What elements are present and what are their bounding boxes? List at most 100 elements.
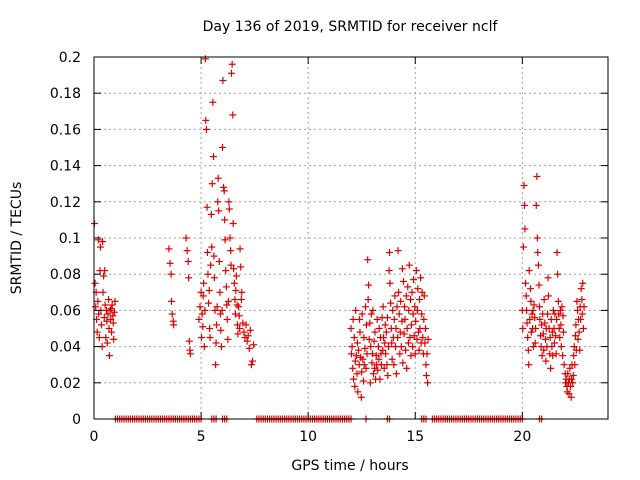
data-point: [370, 337, 378, 345]
data-point: [418, 288, 426, 296]
data-point: [384, 372, 392, 380]
data-point: [246, 326, 254, 334]
data-point: [532, 325, 540, 332]
data-point: [398, 265, 406, 273]
data-point: [208, 180, 216, 188]
data-point: [560, 361, 568, 369]
data-point: [220, 183, 228, 191]
data-point: [569, 372, 577, 380]
data-point: [387, 299, 395, 307]
data-point: [221, 236, 229, 244]
data-point: [222, 267, 230, 275]
y-tick-label: 0: [72, 412, 81, 428]
data-point: [217, 326, 225, 334]
data-point: [553, 248, 561, 256]
data-point: [374, 366, 382, 374]
data-point: [404, 339, 412, 347]
data-point: [538, 321, 546, 329]
data-point: [573, 297, 581, 305]
data-point: [421, 339, 429, 347]
data-point: [186, 350, 194, 358]
data-point: [222, 283, 230, 291]
data-point: [107, 315, 115, 323]
data-point: [400, 330, 408, 338]
data-point: [374, 343, 382, 351]
data-point: [357, 393, 365, 401]
data-point: [397, 297, 405, 305]
data-point: [524, 334, 532, 342]
data-point: [403, 364, 411, 372]
data-point: [544, 292, 552, 300]
data-point: [196, 303, 204, 311]
data-point: [244, 332, 252, 340]
data-point: [199, 292, 207, 300]
data-point: [557, 343, 565, 351]
data-point: [554, 297, 562, 305]
data-point: [207, 210, 215, 218]
x-tick-label: 10: [299, 429, 317, 445]
data-point: [220, 187, 228, 195]
data-point: [201, 55, 209, 63]
data-point: [170, 321, 178, 329]
data-point: [215, 207, 223, 215]
data-point: [407, 321, 415, 329]
data-point: [199, 323, 207, 331]
data-point: [354, 346, 362, 354]
data-point: [576, 346, 584, 354]
data-point: [105, 325, 113, 332]
data-point: [352, 306, 360, 314]
data-point: [216, 310, 224, 318]
data-point: [396, 328, 404, 336]
data-point: [202, 116, 210, 124]
data-point: [235, 312, 243, 320]
x-tick-label: 20: [513, 429, 531, 445]
data-point: [409, 343, 417, 351]
data-point: [574, 335, 582, 343]
data-point: [389, 306, 397, 314]
data-point: [557, 321, 565, 329]
data-point: [198, 310, 206, 318]
y-tick-label: 0.02: [50, 376, 81, 392]
data-point: [364, 296, 372, 304]
data-point: [205, 299, 213, 307]
data-point: [533, 172, 541, 180]
data-point: [365, 281, 373, 289]
data-point: [372, 352, 380, 360]
data-point: [101, 301, 109, 309]
data-point: [354, 388, 362, 396]
data-point: [223, 301, 231, 309]
data-point: [384, 343, 392, 351]
data-point: [237, 296, 245, 304]
data-point: [212, 361, 220, 369]
data-point: [420, 292, 428, 300]
data-point: [101, 267, 109, 275]
data-point: [371, 328, 379, 336]
data-point: [232, 272, 240, 280]
data-point: [233, 321, 241, 329]
data-point: [540, 346, 548, 354]
data-point: [110, 308, 118, 316]
x-tick-label: 15: [406, 429, 424, 445]
data-point: [228, 60, 236, 68]
data-point: [93, 328, 101, 336]
data-point: [401, 315, 409, 323]
data-point: [375, 325, 383, 332]
data-point: [414, 328, 422, 336]
data-point: [527, 297, 535, 305]
data-point: [202, 125, 210, 133]
data-point: [392, 370, 400, 378]
data-point: [214, 174, 222, 182]
data-point: [198, 334, 206, 342]
data-point: [231, 296, 239, 304]
data-point: [554, 270, 562, 278]
data-point: [418, 310, 426, 318]
data-point: [361, 344, 369, 352]
data-point: [541, 335, 549, 343]
data-point: [380, 334, 388, 342]
data-point: [519, 325, 527, 332]
data-point: [227, 247, 235, 255]
data-point: [362, 364, 370, 372]
data-point: [351, 382, 359, 390]
data-point: [212, 339, 220, 347]
data-point: [99, 238, 107, 246]
